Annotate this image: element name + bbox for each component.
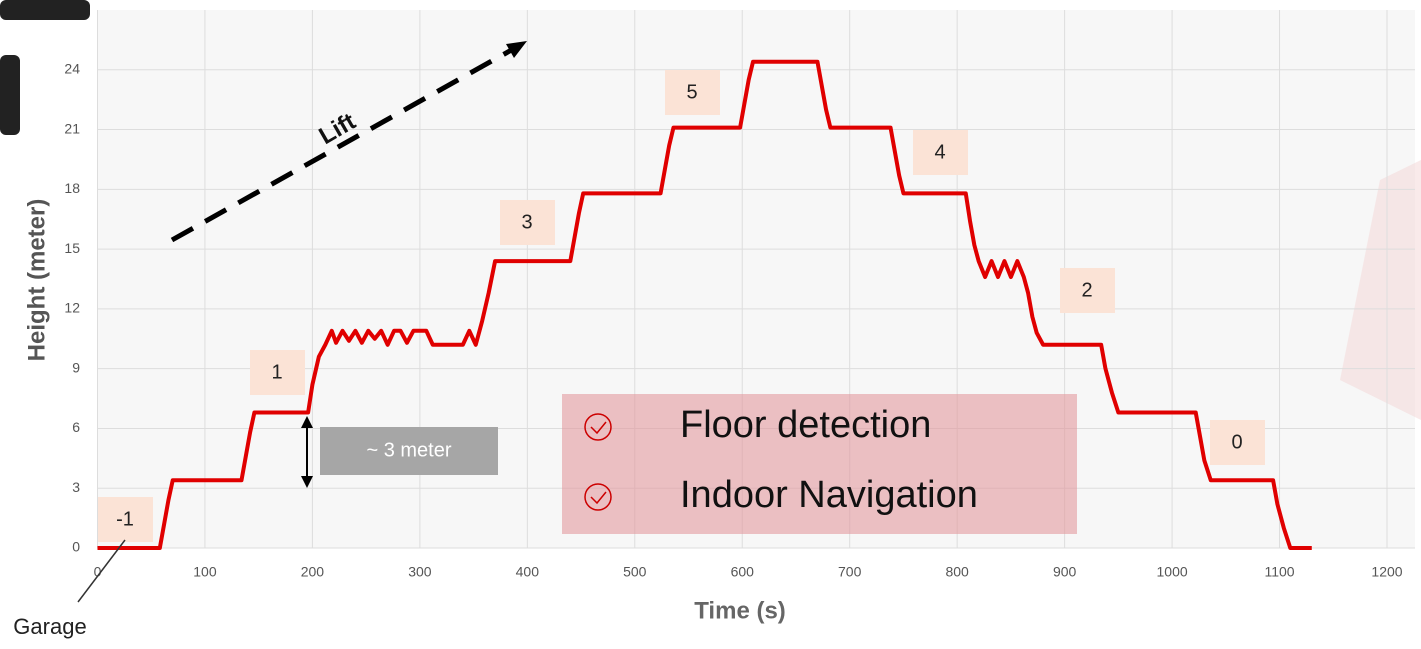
y-tick-label: 0 xyxy=(72,539,80,555)
x-tick-label: 200 xyxy=(301,564,325,580)
floor-label: -1 xyxy=(116,508,134,530)
y-tick-label: 18 xyxy=(64,180,80,196)
x-tick-label: 800 xyxy=(945,564,969,580)
x-tick-label: 1100 xyxy=(1264,564,1294,580)
x-tick-label: 100 xyxy=(193,564,217,580)
floor-label: 3 xyxy=(521,211,532,233)
x-axis-label: Time (s) xyxy=(694,597,786,624)
feature-label: Indoor Navigation xyxy=(680,474,978,516)
y-axis-label: Height (meter) xyxy=(23,199,50,362)
feature-label: Floor detection xyxy=(680,404,931,446)
floor-label: 4 xyxy=(934,141,945,163)
decoration xyxy=(0,0,90,20)
x-tick-label: 1200 xyxy=(1371,564,1402,580)
y-tick-label: 21 xyxy=(64,120,80,136)
x-tick-label: 500 xyxy=(623,564,647,580)
x-tick-label: 1000 xyxy=(1157,564,1188,580)
x-tick-label: 400 xyxy=(516,564,540,580)
y-tick-label: 24 xyxy=(64,60,80,76)
y-tick-label: 3 xyxy=(72,479,80,495)
decoration xyxy=(0,55,20,135)
x-tick-label: 600 xyxy=(731,564,755,580)
chart: Height (meter) Time (s) 0369121518212401… xyxy=(0,0,1421,644)
floor-label: 0 xyxy=(1231,431,1242,453)
garage-label: Garage xyxy=(13,614,86,639)
gap-label: ~ 3 meter xyxy=(366,439,451,461)
x-tick-label: 900 xyxy=(1053,564,1077,580)
floor-label: 5 xyxy=(686,81,697,103)
x-tick-label: 300 xyxy=(408,564,432,580)
floor-label: 2 xyxy=(1081,279,1092,301)
x-tick-label: 700 xyxy=(838,564,862,580)
y-tick-label: 15 xyxy=(64,240,80,256)
y-tick-label: 12 xyxy=(64,300,80,316)
y-tick-label: 9 xyxy=(72,359,80,375)
y-tick-label: 6 xyxy=(72,419,80,435)
floor-label: 1 xyxy=(271,361,282,383)
